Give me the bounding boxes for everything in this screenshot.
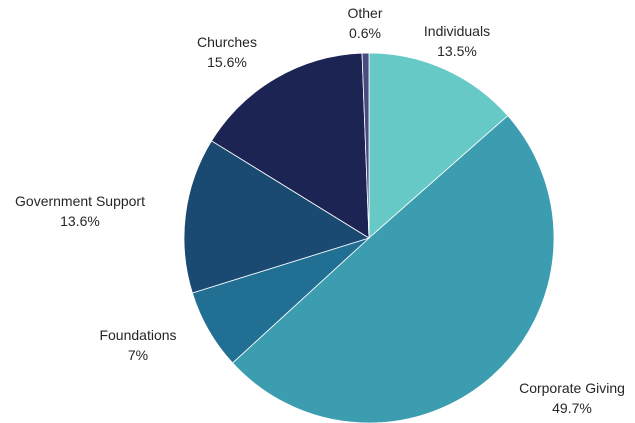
- slice-label-churches: Churches: [197, 34, 257, 50]
- slice-label-government-support: Government Support: [15, 193, 145, 209]
- data-label-other: Other 0.6%: [347, 5, 382, 41]
- data-label-government-support: Government Support 13.6%: [15, 193, 145, 229]
- pie-slice-other: [361, 52, 370, 239]
- slice-value-corporate-giving: 49.7%: [552, 400, 592, 416]
- slice-value-individuals: 13.5%: [437, 43, 477, 59]
- data-label-individuals: Individuals 13.5%: [424, 23, 490, 59]
- data-label-churches: Churches 15.6%: [197, 34, 257, 70]
- pie-slice-government-support: [183, 140, 370, 294]
- data-labels: Individuals 13.5% Corporate Giving 49.7%…: [15, 5, 625, 416]
- slice-value-other: 0.6%: [349, 25, 381, 41]
- pie-slices: [183, 52, 555, 423]
- data-label-corporate-giving: Corporate Giving 49.7%: [519, 380, 625, 416]
- data-label-foundations: Foundations 7%: [99, 327, 176, 363]
- pie-slice-churches: [211, 52, 370, 239]
- pie-slice-individuals: [368, 52, 509, 239]
- slice-value-foundations: 7%: [128, 347, 148, 363]
- slice-value-government-support: 13.6%: [60, 213, 100, 229]
- slice-label-foundations: Foundations: [99, 327, 176, 343]
- pie-slice-corporate-giving: [231, 115, 555, 423]
- slice-label-corporate-giving: Corporate Giving: [519, 380, 625, 396]
- slice-label-individuals: Individuals: [424, 23, 490, 39]
- slice-label-other: Other: [347, 5, 382, 21]
- slice-value-churches: 15.6%: [207, 54, 247, 70]
